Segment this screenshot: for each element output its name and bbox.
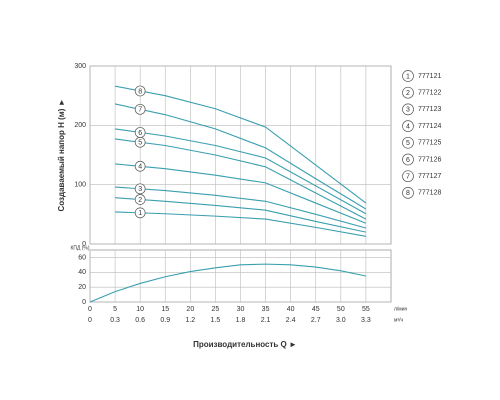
x2-tick-label: 1.2 bbox=[185, 317, 195, 324]
legend-number: 1 bbox=[406, 73, 410, 80]
y-tick-label: 100 bbox=[74, 182, 86, 189]
x2-tick-label: 0 bbox=[88, 317, 92, 324]
head-curve bbox=[115, 211, 367, 237]
curve-marker bbox=[134, 207, 146, 219]
curve-marker bbox=[134, 85, 146, 97]
curve-label: 6 bbox=[138, 130, 142, 137]
x2-tick-label: 0.9 bbox=[160, 317, 170, 324]
head-curve bbox=[115, 128, 367, 215]
x-axis-title: Производительность Q ► bbox=[193, 340, 297, 349]
legend-marker bbox=[402, 86, 414, 99]
legend-marker bbox=[402, 187, 414, 199]
head-curve bbox=[115, 163, 367, 224]
y-tick-label: 20 bbox=[78, 284, 86, 291]
curve-marker bbox=[134, 127, 146, 138]
x2-tick-label: 1.8 bbox=[236, 317, 246, 324]
legend-marker bbox=[402, 136, 414, 149]
legend-label: 777123 bbox=[418, 106, 441, 113]
y-axis-title: КПД (%) bbox=[70, 245, 89, 251]
x2-unit: м³/ч bbox=[394, 317, 403, 323]
x-tick-label: 25 bbox=[212, 306, 220, 313]
x-tick-label: 45 bbox=[312, 306, 320, 313]
legend-marker bbox=[402, 170, 414, 183]
x2-tick-label: 0.3 bbox=[110, 317, 120, 324]
curve-label: 5 bbox=[138, 140, 142, 147]
legend-label: 777125 bbox=[418, 140, 441, 147]
curve-marker bbox=[134, 194, 146, 205]
legend-label: 777127 bbox=[418, 173, 441, 180]
legend-marker bbox=[402, 103, 414, 116]
legend-marker bbox=[402, 70, 414, 82]
head-curve bbox=[115, 138, 367, 220]
y-tick-label: 60 bbox=[78, 254, 86, 261]
curve-marker bbox=[134, 183, 146, 195]
x-tick-label: 40 bbox=[287, 306, 295, 313]
legend-number: 6 bbox=[406, 157, 410, 164]
head-curve bbox=[114, 103, 367, 210]
legend-number: 5 bbox=[406, 140, 410, 147]
x2-tick-label: 2.1 bbox=[261, 317, 271, 324]
x-tick-label: 15 bbox=[161, 306, 169, 313]
x2-tick-label: 0.6 bbox=[135, 317, 145, 324]
legend-label: 777121 bbox=[418, 73, 441, 80]
legend-number: 2 bbox=[406, 90, 410, 97]
x-tick-label: 0 bbox=[88, 306, 92, 313]
y-tick-label: 300 bbox=[74, 63, 86, 70]
x-tick-label: 20 bbox=[186, 306, 194, 313]
x2-tick-label: 3.3 bbox=[361, 317, 371, 324]
head-curve bbox=[115, 197, 367, 233]
x2-tick-label: 2.4 bbox=[286, 317, 296, 324]
x2-tick-label: 2.7 bbox=[311, 317, 321, 324]
x-tick-label: 55 bbox=[362, 306, 370, 313]
legend-number: 7 bbox=[406, 174, 410, 181]
x2-tick-label: 1.5 bbox=[211, 317, 221, 324]
curve-label: 3 bbox=[138, 186, 142, 193]
legend-number: 8 bbox=[406, 190, 410, 197]
y-tick-label: 0 bbox=[82, 241, 86, 248]
x-tick-label: 5 bbox=[113, 306, 117, 313]
legend-label: 777128 bbox=[418, 190, 441, 197]
x-tick-label: 30 bbox=[237, 306, 245, 313]
x-tick-label: 50 bbox=[337, 306, 345, 313]
legend-label: 777126 bbox=[418, 156, 441, 163]
curve-label: 1 bbox=[138, 210, 142, 217]
legend-number: 4 bbox=[406, 123, 410, 130]
y-tick-label: 200 bbox=[74, 122, 86, 129]
x-unit: л/мин bbox=[394, 306, 408, 312]
legend-label: 777124 bbox=[418, 123, 441, 130]
x2-tick-label: 3.0 bbox=[336, 317, 346, 324]
curve-label: 8 bbox=[138, 88, 142, 95]
y-tick-label: 40 bbox=[78, 269, 86, 276]
curve-label: 2 bbox=[138, 197, 142, 204]
legend-number: 3 bbox=[406, 107, 410, 114]
head-curve bbox=[115, 186, 367, 229]
head-curve bbox=[114, 85, 367, 204]
curve-marker bbox=[134, 103, 146, 115]
curve-label: 7 bbox=[138, 107, 142, 114]
efficiency-curve bbox=[89, 263, 367, 303]
curve-label: 4 bbox=[138, 164, 142, 171]
y-tick-label: 0 bbox=[82, 299, 86, 306]
curve-marker bbox=[134, 160, 146, 172]
legend-label: 777122 bbox=[418, 90, 441, 97]
y-axis-title: Создаваемый напор H (м) ► bbox=[57, 98, 66, 211]
legend-marker bbox=[402, 120, 414, 132]
x-tick-label: 35 bbox=[262, 306, 270, 313]
legend-marker bbox=[402, 153, 414, 166]
x-tick-label: 10 bbox=[136, 306, 144, 313]
